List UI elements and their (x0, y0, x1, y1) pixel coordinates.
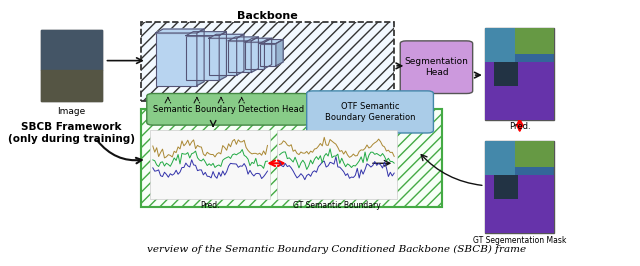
FancyBboxPatch shape (276, 130, 397, 199)
FancyBboxPatch shape (156, 33, 197, 86)
Polygon shape (251, 37, 259, 72)
Polygon shape (260, 40, 283, 44)
Polygon shape (228, 37, 259, 41)
Polygon shape (276, 40, 283, 66)
Polygon shape (186, 32, 227, 36)
FancyBboxPatch shape (484, 141, 515, 175)
Text: Semantic Boundary Detection Head: Semantic Boundary Detection Head (153, 105, 304, 114)
FancyBboxPatch shape (141, 22, 394, 101)
FancyBboxPatch shape (147, 94, 310, 125)
FancyBboxPatch shape (307, 91, 433, 133)
Text: SBCB Framework
(only during training): SBCB Framework (only during training) (8, 122, 135, 144)
FancyBboxPatch shape (260, 44, 276, 66)
Text: verview of the Semantic Boundary Conditioned Backbone (SBCB) frame: verview of the Semantic Boundary Conditi… (147, 245, 527, 254)
Text: Backbone: Backbone (237, 11, 298, 21)
Polygon shape (197, 29, 204, 86)
Polygon shape (219, 32, 227, 80)
Text: Image: Image (57, 107, 86, 116)
Text: Segmentation
Head: Segmentation Head (404, 57, 468, 77)
Text: Pred.: Pred. (509, 122, 531, 131)
Polygon shape (209, 34, 244, 38)
Polygon shape (156, 29, 204, 33)
FancyBboxPatch shape (41, 30, 102, 101)
Text: Pred.: Pred. (200, 201, 220, 210)
FancyBboxPatch shape (209, 38, 237, 75)
FancyBboxPatch shape (484, 62, 554, 120)
FancyBboxPatch shape (494, 175, 518, 199)
FancyBboxPatch shape (245, 42, 264, 69)
FancyBboxPatch shape (150, 130, 271, 199)
Text: GT Semantic Boundary: GT Semantic Boundary (293, 201, 381, 210)
FancyBboxPatch shape (484, 28, 554, 120)
FancyBboxPatch shape (484, 28, 515, 62)
FancyBboxPatch shape (515, 28, 554, 54)
FancyBboxPatch shape (141, 109, 442, 207)
Polygon shape (237, 34, 244, 75)
Text: GT Segementation Mask: GT Segementation Mask (473, 236, 566, 245)
FancyBboxPatch shape (400, 41, 473, 94)
FancyBboxPatch shape (484, 141, 554, 233)
FancyBboxPatch shape (186, 36, 219, 80)
FancyBboxPatch shape (494, 62, 518, 86)
Text: OTF Semantic
Boundary Generation: OTF Semantic Boundary Generation (325, 102, 415, 122)
FancyBboxPatch shape (484, 175, 554, 233)
FancyBboxPatch shape (228, 41, 251, 72)
Polygon shape (245, 38, 272, 42)
Polygon shape (264, 38, 272, 69)
FancyBboxPatch shape (515, 141, 554, 167)
